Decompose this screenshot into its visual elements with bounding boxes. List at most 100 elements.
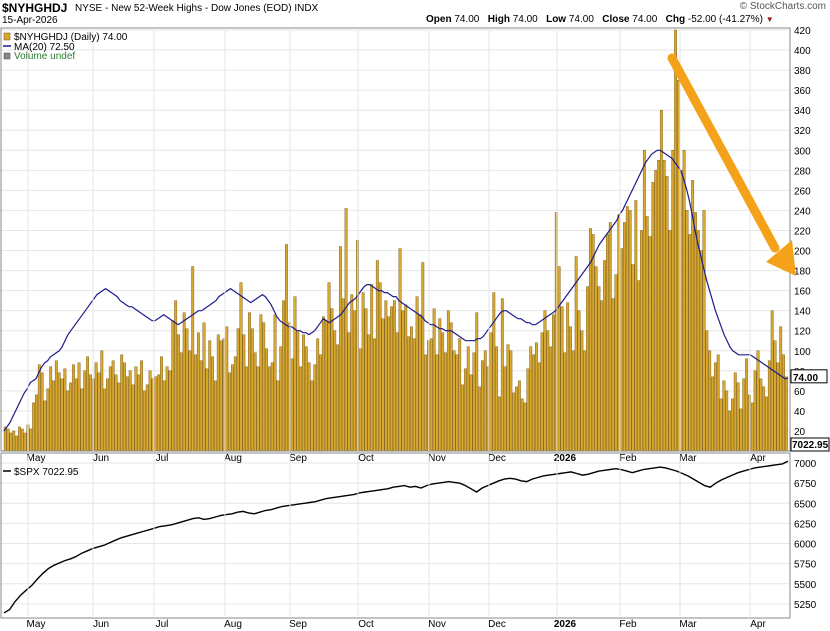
bar: [111, 360, 115, 452]
bar: [57, 372, 61, 452]
last-value-box: [790, 369, 828, 384]
bar: [262, 322, 266, 452]
high-bars: [3, 29, 788, 452]
top-y-axis: 2040608010012014016018020022024026028030…: [794, 26, 811, 438]
bar: [694, 212, 697, 452]
bar: [392, 300, 396, 452]
bar: [20, 428, 24, 452]
bar: [162, 380, 166, 452]
bar: [767, 360, 771, 452]
x-tick-label: Jul: [156, 619, 169, 630]
bar: [498, 396, 501, 452]
bar: [142, 390, 146, 452]
bar: [770, 310, 774, 452]
bar: [728, 410, 731, 452]
bar: [603, 260, 607, 452]
bar: [347, 332, 351, 452]
bar: [472, 352, 476, 452]
bar: [205, 368, 209, 452]
x-tick-label: Feb: [619, 453, 637, 464]
y-tick-label: 160: [794, 287, 811, 298]
bar: [177, 334, 180, 452]
bar: [455, 354, 459, 452]
x-tick-label: Mar: [679, 619, 697, 630]
bar: [759, 378, 763, 452]
bar: [571, 350, 575, 452]
bar: [239, 282, 243, 452]
bar: [782, 354, 785, 452]
y-tick-label: 60: [794, 387, 806, 398]
bar: [424, 354, 428, 452]
bar: [364, 308, 368, 452]
bar: [773, 340, 777, 452]
bar: [696, 230, 700, 452]
open-value: 74.00: [454, 14, 480, 25]
y-tick-label: 280: [794, 166, 811, 177]
bar: [637, 280, 641, 452]
low-label: Low: [546, 14, 567, 25]
bar: [137, 374, 141, 452]
down-triangle-icon: ▼: [765, 15, 774, 24]
bar: [97, 372, 101, 452]
bar: [543, 310, 547, 452]
bar: [765, 396, 768, 452]
bar: [395, 332, 399, 452]
y-tick-label: 5750: [794, 560, 817, 571]
bar: [304, 346, 308, 452]
x-tick-label: Jun: [93, 453, 109, 464]
spx-path: [3, 460, 789, 614]
bar: [86, 356, 90, 452]
symbol: $NYHGHDJ: [2, 1, 68, 15]
bar: [407, 336, 411, 452]
bar: [404, 304, 408, 452]
bar: [699, 250, 703, 452]
bar: [125, 376, 129, 452]
bar: [611, 298, 615, 452]
bar: [344, 208, 348, 452]
bar: [466, 346, 470, 452]
bar: [446, 310, 450, 452]
bar: [134, 366, 138, 452]
bar: [378, 282, 382, 452]
bar: [231, 364, 234, 452]
bar: [659, 109, 663, 452]
description-text: NYSE - New 52-Week Highs - Dow Jones (EO…: [75, 3, 292, 14]
bar: [94, 362, 98, 452]
bar: [71, 364, 75, 452]
bar: [285, 244, 288, 452]
bar: [290, 358, 294, 452]
bar: [608, 222, 612, 452]
bar: [591, 234, 595, 452]
bar: [236, 328, 240, 452]
bar: [46, 388, 50, 452]
bar: [83, 370, 87, 452]
bar: [157, 374, 161, 452]
bottom-y-axis: 5250 5500 5750 6000 6250 6500 6750 7000: [794, 459, 817, 611]
bar: [412, 338, 416, 452]
bar: [577, 310, 581, 452]
x-tick-label: Sep: [289, 619, 307, 630]
bar: [546, 330, 550, 452]
y-tick-label: 200: [794, 247, 811, 258]
bar: [196, 332, 200, 452]
bar: [745, 358, 749, 452]
bar: [625, 206, 629, 452]
bar: [219, 340, 223, 452]
bar: [120, 354, 124, 452]
bar: [566, 302, 570, 452]
bar: [481, 360, 484, 452]
bar: [489, 332, 493, 452]
bar: [725, 390, 729, 452]
bar: [330, 308, 334, 452]
bar: [23, 432, 27, 452]
bar: [145, 384, 149, 452]
y-tick-label: 100: [794, 347, 811, 358]
bar: [384, 300, 388, 452]
bar: [520, 398, 524, 452]
bar: [742, 378, 746, 452]
bar: [739, 408, 743, 452]
x-tick-label: Nov: [428, 619, 446, 630]
bar: [250, 328, 254, 452]
x-tick-label: Dec: [488, 619, 506, 630]
x-tick-label: Aug: [224, 619, 242, 630]
